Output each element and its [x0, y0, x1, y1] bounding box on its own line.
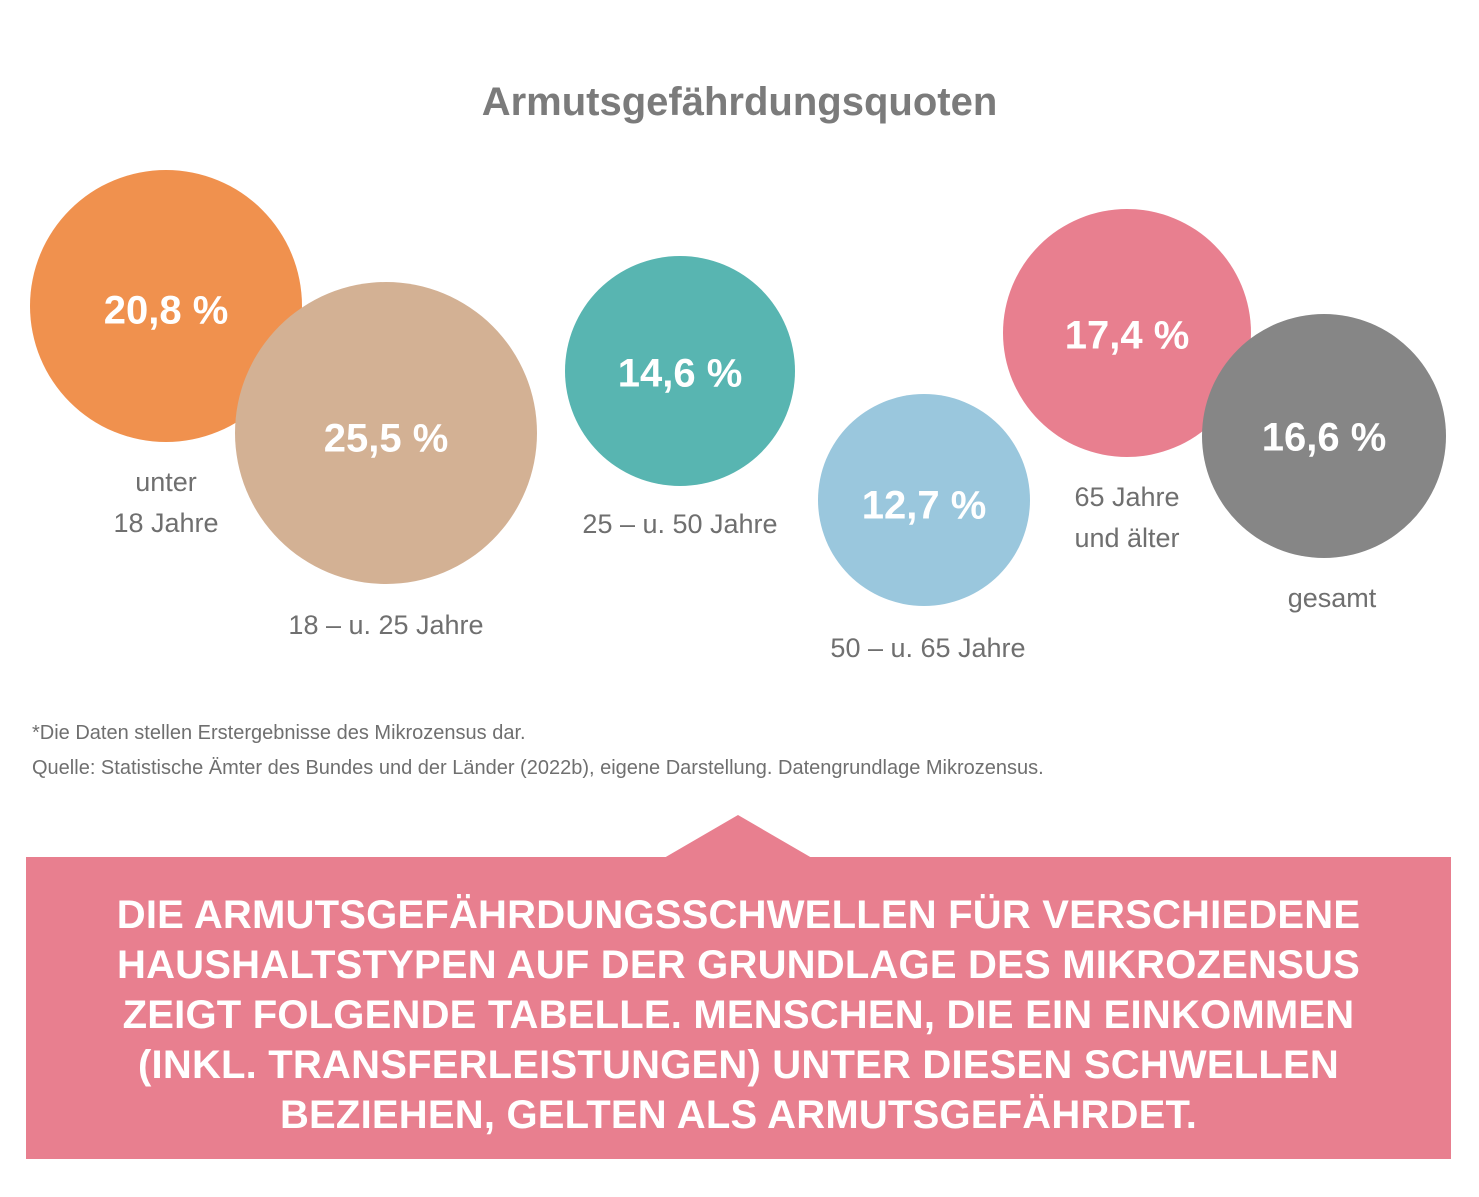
bubble-category-label: 65 Jahre: [1074, 482, 1179, 512]
bubble-1: [30, 170, 302, 442]
bubble-category-label: gesamt: [1288, 583, 1377, 613]
bubble-category-label: unter: [135, 467, 197, 497]
bubble-6: [1202, 314, 1446, 558]
bubble-category-label: 18 Jahre: [113, 508, 218, 538]
callout-arrow: [664, 815, 812, 858]
callout-text: DIE ARMUTSGEFÄHRDUNGSSCHWELLEN FÜR VERSC…: [116, 893, 1361, 1137]
bubble-value-label: 20,8 %: [104, 289, 229, 333]
bubble-3: [565, 256, 795, 486]
bubble-value-label: 17,4 %: [1065, 314, 1190, 358]
bubble-value-label: 14,6 %: [618, 352, 743, 396]
bubble-value-label: 16,6 %: [1262, 416, 1387, 460]
bubble-2: [235, 282, 537, 584]
bubble-5: [1003, 209, 1251, 457]
chart-title: Armutsgefährdungsquoten: [481, 80, 998, 124]
bubble-category-label: 50 – u. 65 Jahre: [830, 633, 1025, 663]
bubble-category-label: 25 – u. 50 Jahre: [582, 509, 777, 539]
bubble-category-label: und älter: [1074, 523, 1179, 553]
bubble-chart: 20,8 % unter 18 Jahre 25,5 % 18 – u. 25 Jahr…: [30, 170, 1446, 663]
source-note: Quelle: Statistische Ämter des Bundes un…: [32, 757, 1044, 779]
bubble-4: [818, 394, 1030, 606]
callout-box: DIE ARMUTSGEFÄHRDUNGSSCHWELLEN FÜR VERSC…: [26, 857, 1451, 1159]
bubble-value-label: 12,7 %: [862, 484, 987, 528]
bubble-category-label: 18 – u. 25 Jahre: [288, 610, 483, 640]
bubble-value-label: 25,5 %: [324, 417, 449, 461]
footnote: *Die Daten stellen Erstergebnisse des Mi…: [32, 722, 526, 744]
